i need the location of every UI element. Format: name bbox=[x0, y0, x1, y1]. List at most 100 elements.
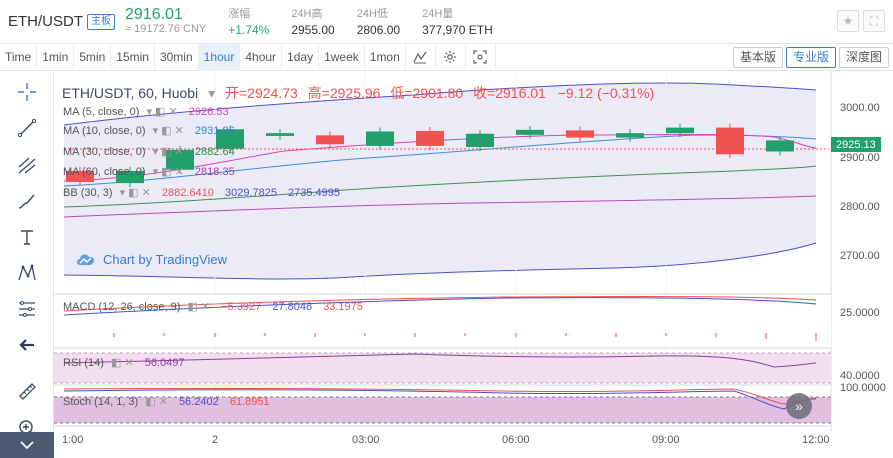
back-arrow-icon[interactable] bbox=[14, 332, 40, 358]
indicator-value: 2926.53 bbox=[188, 106, 229, 118]
ma60-legend[interactable]: MA (60, close, 0) ▾ ◧ ✕ 2818.35 bbox=[63, 166, 235, 178]
trendline-icon[interactable] bbox=[14, 115, 40, 141]
tradingview-watermark[interactable]: Chart by TradingView bbox=[75, 251, 227, 267]
star-icon[interactable]: ★ bbox=[837, 10, 859, 32]
candle bbox=[616, 133, 644, 138]
stoch-d-line bbox=[63, 387, 817, 405]
timeframe-5min[interactable]: 5min bbox=[74, 43, 112, 71]
candle bbox=[266, 133, 294, 136]
ruler-icon[interactable] bbox=[14, 378, 40, 404]
indicator-icon[interactable] bbox=[406, 43, 436, 71]
indicator-name: BB (30, 3) bbox=[63, 187, 113, 199]
stat-value: 2955.00 bbox=[291, 22, 335, 37]
timeframe-1week[interactable]: 1week bbox=[319, 43, 365, 71]
stat-high: 24H高 2955.00 bbox=[291, 6, 334, 38]
view-pro[interactable]: 专业版 bbox=[785, 47, 836, 68]
collapse-icon[interactable] bbox=[0, 432, 54, 458]
timeframe-30min[interactable]: 30min bbox=[155, 43, 199, 71]
timeframe-15min[interactable]: 15min bbox=[111, 43, 155, 71]
ma5-legend[interactable]: MA (5, close, 0) ▾ ◧ ✕ 2926.53 bbox=[63, 106, 229, 118]
view-basic[interactable]: 基本版 bbox=[732, 47, 783, 68]
price-cny: ≈ 19172.76 CNY bbox=[125, 22, 207, 35]
bb-legend[interactable]: BB (30, 3) ▾ ◧ ✕ 2882.6410 3029.7825 273… bbox=[63, 187, 341, 199]
candle bbox=[766, 140, 794, 152]
timeframe-time[interactable]: Time bbox=[0, 43, 38, 71]
candle bbox=[216, 129, 244, 149]
candle bbox=[466, 133, 494, 148]
indicator-name: MACD (12, 26, close, 9) bbox=[63, 301, 181, 313]
candle bbox=[566, 130, 594, 138]
high-label: 高= bbox=[307, 85, 330, 101]
rsi-line bbox=[63, 353, 817, 368]
crosshair-icon[interactable] bbox=[14, 79, 40, 105]
stoch-axis-label: 100.0000 bbox=[840, 382, 886, 394]
screenshot-icon[interactable] bbox=[466, 43, 496, 71]
macd-signal bbox=[63, 297, 817, 316]
ma5-line bbox=[63, 134, 817, 182]
price-axis bbox=[831, 71, 893, 458]
stoch-pane[interactable] bbox=[54, 397, 831, 423]
macd-legend[interactable]: MACD (12, 26, close, 9) ◧ ✕ −5.3927 27.8… bbox=[63, 301, 363, 313]
bollinger-lower bbox=[63, 242, 817, 280]
stat-label: 24H量 bbox=[422, 7, 454, 20]
stoch-k-line bbox=[63, 389, 817, 410]
low-label: 低= bbox=[390, 85, 413, 101]
macd-hist-value: 33.1975 bbox=[323, 301, 363, 313]
time-tick: 1:00 bbox=[62, 434, 83, 446]
scroll-to-realtime-button[interactable]: » bbox=[786, 393, 812, 419]
fullscreen-icon[interactable]: ⛶ bbox=[863, 10, 885, 32]
stat-value: +1.74% bbox=[228, 22, 270, 37]
timeframe-1day[interactable]: 1day bbox=[282, 43, 320, 71]
macd-value: −5.3927 bbox=[221, 301, 262, 313]
macd-line bbox=[63, 295, 817, 312]
indicator-value: 2882.64 bbox=[194, 146, 235, 158]
fibonacci-icon[interactable] bbox=[14, 296, 40, 322]
candle bbox=[66, 170, 94, 182]
candle bbox=[366, 131, 394, 146]
high-value: 2925.96 bbox=[329, 85, 381, 101]
bollinger-upper bbox=[63, 82, 817, 126]
macd-pane[interactable] bbox=[54, 295, 831, 347]
text-icon[interactable] bbox=[14, 224, 40, 250]
pitchfork-icon[interactable] bbox=[14, 152, 40, 178]
rsi-legend[interactable]: RSI (14) ◧ ✕ 56.0497 bbox=[63, 357, 185, 369]
timeframe-1mon[interactable]: 1mon bbox=[365, 43, 406, 71]
candle bbox=[666, 127, 694, 134]
ma30-legend[interactable]: MA (30, close, 0) ▾ ◧ ✕ 2882.64 bbox=[63, 146, 235, 158]
macd-axis-label: 25.0000 bbox=[840, 307, 880, 319]
price-tick: 2900.00 bbox=[840, 152, 880, 164]
timeframe-4hour[interactable]: 4hour bbox=[240, 43, 283, 71]
candle bbox=[716, 127, 744, 155]
candle bbox=[416, 130, 444, 146]
last-price-label: 2925.13 bbox=[836, 139, 876, 151]
last-price: 2916.01 bbox=[125, 5, 183, 23]
indicator-name: Stoch (14, 1, 3) bbox=[63, 396, 139, 408]
indicator-name: MA (10, close, 0) bbox=[63, 125, 146, 137]
pair-name: ETH/USDT bbox=[8, 13, 83, 30]
timeframe-1hour[interactable]: 1hour bbox=[198, 43, 241, 71]
rsi-pane[interactable] bbox=[54, 353, 831, 383]
price-box: 2916.01 ≈ 19172.76 CNY bbox=[125, 5, 207, 37]
price-chart[interactable]: 3000.00 2900.00 2800.00 2700.00 2925.13 … bbox=[54, 71, 893, 458]
pattern-icon[interactable] bbox=[14, 260, 40, 286]
change-value: −9.12 (−0.31%) bbox=[557, 85, 655, 101]
brush-icon[interactable] bbox=[14, 188, 40, 214]
time-axis: 1:00 2 03:00 06:00 09:00 12:00 bbox=[62, 434, 830, 446]
time-tick: 12:00 bbox=[802, 434, 830, 446]
stat-volume: 24H量 377,970 ETH bbox=[422, 6, 493, 38]
header-bar: ETH/USDT 主板 2916.01 ≈ 19172.76 CNY 涨幅 +1… bbox=[0, 0, 893, 44]
chevron-down-icon[interactable]: ▾ bbox=[208, 85, 216, 101]
macd-histogram bbox=[113, 333, 817, 341]
view-depth[interactable]: 深度图 bbox=[838, 47, 889, 68]
settings-icon[interactable] bbox=[436, 43, 466, 71]
stat-value: 377,970 ETH bbox=[422, 22, 493, 37]
stoch-legend[interactable]: Stoch (14, 1, 3) ◧ ✕ 56.2402 61.8951 bbox=[63, 396, 270, 408]
time-tick: 2 bbox=[212, 434, 218, 446]
stat-change: 涨幅 +1.74% bbox=[228, 6, 269, 38]
ma10-legend[interactable]: MA (10, close, 0) ▾ ◧ ✕ 2931.86 bbox=[63, 125, 235, 137]
ma30-line bbox=[63, 165, 817, 208]
rsi-axis-label: 40.0000 bbox=[840, 370, 880, 382]
bollinger-band-fill bbox=[64, 83, 816, 279]
chart-title: ETH/USDT, 60, Huobi bbox=[62, 85, 199, 101]
timeframe-1min[interactable]: 1min bbox=[37, 43, 75, 71]
